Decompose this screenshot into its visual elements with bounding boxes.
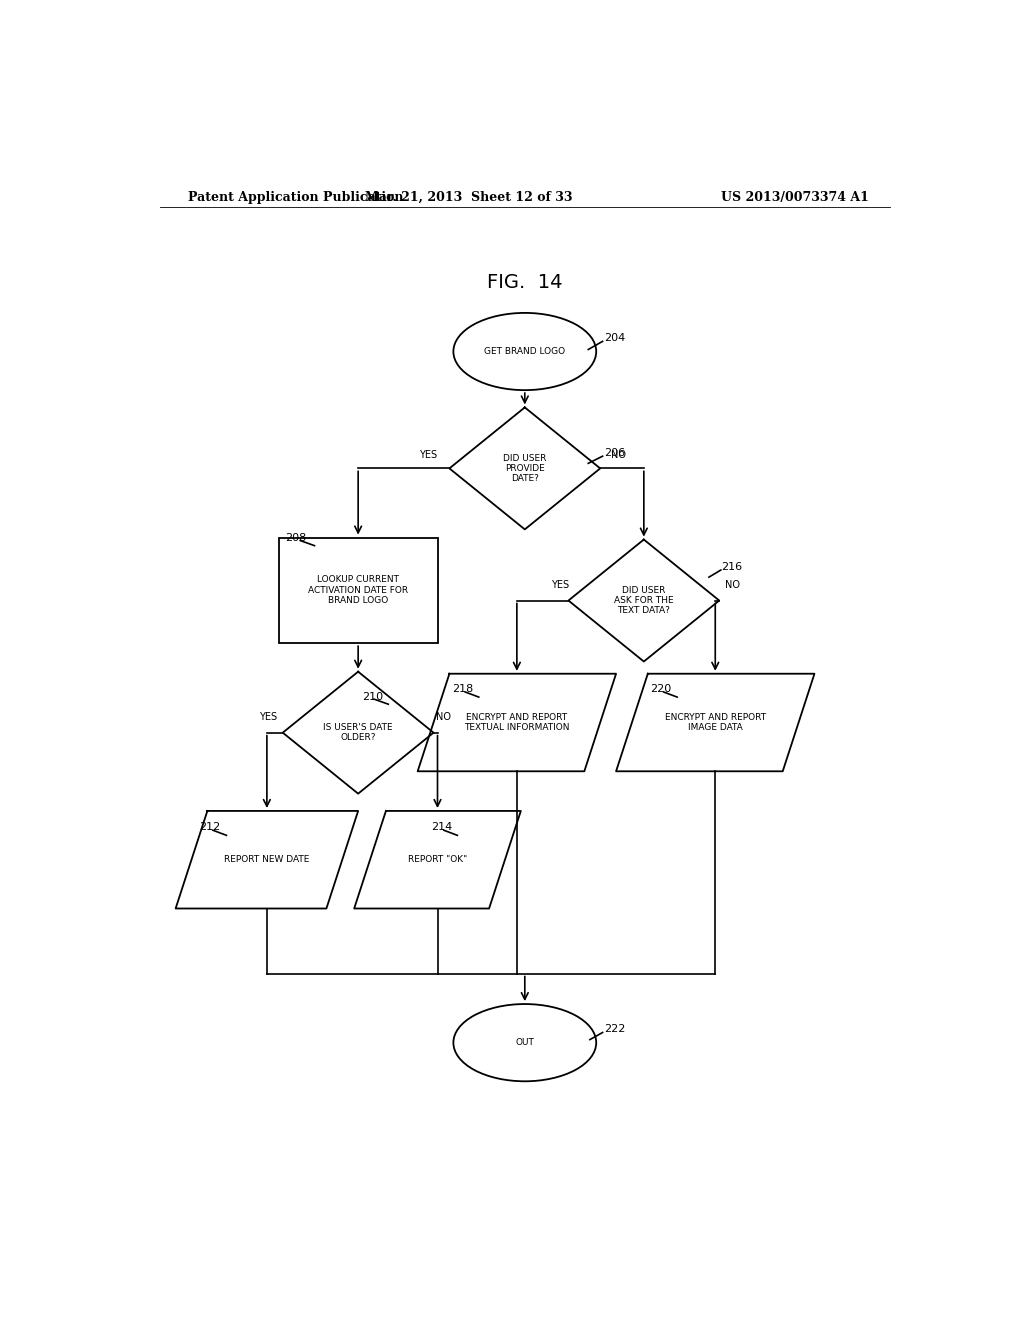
Text: 218: 218 bbox=[452, 684, 473, 694]
Text: REPORT "OK": REPORT "OK" bbox=[408, 855, 467, 865]
Text: 204: 204 bbox=[604, 334, 626, 343]
Text: DID USER
ASK FOR THE
TEXT DATA?: DID USER ASK FOR THE TEXT DATA? bbox=[614, 586, 674, 615]
Text: GET BRAND LOGO: GET BRAND LOGO bbox=[484, 347, 565, 356]
Text: 220: 220 bbox=[650, 684, 672, 694]
Text: NO: NO bbox=[725, 581, 740, 590]
Text: 216: 216 bbox=[722, 562, 742, 572]
Text: 212: 212 bbox=[200, 822, 221, 832]
Text: LOOKUP CURRENT
ACTIVATION DATE FOR
BRAND LOGO: LOOKUP CURRENT ACTIVATION DATE FOR BRAND… bbox=[308, 576, 409, 606]
Text: 206: 206 bbox=[604, 449, 626, 458]
Text: FIG.  14: FIG. 14 bbox=[487, 273, 562, 292]
Text: YES: YES bbox=[551, 581, 568, 590]
Text: NO: NO bbox=[436, 713, 452, 722]
Text: ENCRYPT AND REPORT
TEXTUAL INFORMATION: ENCRYPT AND REPORT TEXTUAL INFORMATION bbox=[464, 713, 569, 733]
Text: DID USER
PROVIDE
DATE?: DID USER PROVIDE DATE? bbox=[503, 454, 547, 483]
Text: 208: 208 bbox=[285, 532, 306, 543]
Text: REPORT NEW DATE: REPORT NEW DATE bbox=[224, 855, 309, 865]
Text: Patent Application Publication: Patent Application Publication bbox=[187, 190, 403, 203]
Text: 210: 210 bbox=[362, 692, 383, 702]
Text: OUT: OUT bbox=[515, 1038, 535, 1047]
Text: IS USER'S DATE
OLDER?: IS USER'S DATE OLDER? bbox=[324, 723, 393, 742]
Text: 214: 214 bbox=[431, 822, 453, 832]
Text: Mar. 21, 2013  Sheet 12 of 33: Mar. 21, 2013 Sheet 12 of 33 bbox=[366, 190, 573, 203]
Text: YES: YES bbox=[419, 450, 437, 461]
Text: NO: NO bbox=[611, 450, 626, 461]
Text: 222: 222 bbox=[604, 1024, 626, 1035]
Text: ENCRYPT AND REPORT
IMAGE DATA: ENCRYPT AND REPORT IMAGE DATA bbox=[665, 713, 766, 733]
Text: YES: YES bbox=[259, 713, 276, 722]
Text: US 2013/0073374 A1: US 2013/0073374 A1 bbox=[721, 190, 868, 203]
Bar bbox=[279, 537, 437, 643]
